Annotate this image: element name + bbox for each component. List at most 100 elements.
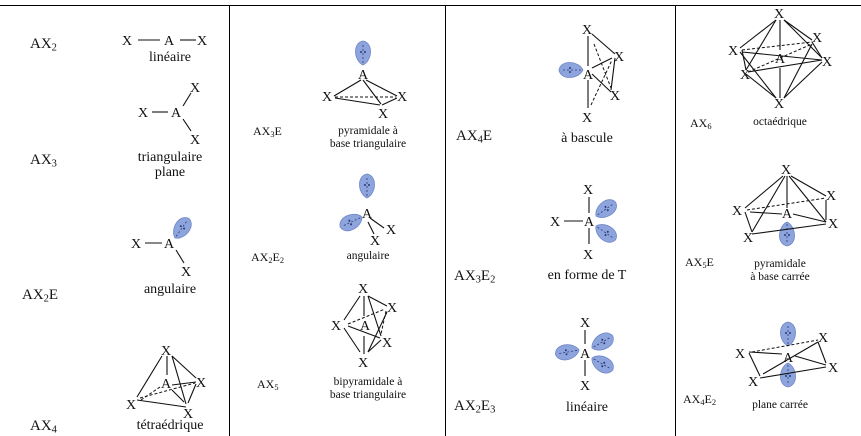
svg-text:X: X (774, 7, 784, 22)
svg-text:X: X (190, 133, 200, 148)
svg-text:A: A (164, 34, 175, 49)
svg-text:X: X (138, 106, 148, 121)
svg-text:X: X (161, 344, 171, 359)
svg-text:A: A (580, 347, 591, 362)
svg-text:X: X (583, 248, 593, 263)
svg-text:A: A (358, 68, 369, 83)
svg-text:X: X (743, 231, 753, 246)
svg-text:X: X (748, 375, 758, 390)
column-divider-3 (675, 5, 676, 436)
geometry-name-ax2e3: linéaire (566, 400, 608, 415)
svg-text:X: X (580, 379, 590, 394)
svg-text:A: A (164, 237, 175, 252)
svg-text:X: X (131, 237, 141, 252)
svg-text:X: X (386, 223, 396, 238)
molecule-ax6: X A X X X X X (728, 7, 832, 112)
svg-text:A: A (782, 207, 793, 222)
table-top-border (0, 5, 861, 6)
svg-text:X: X (580, 316, 590, 331)
formula-ax3e: AX3E (253, 124, 282, 140)
geometry-name-ax5e: pyramidale à base carrée (750, 258, 810, 283)
svg-text:X: X (583, 183, 593, 198)
svg-text:X: X (828, 361, 838, 376)
molecule-ax2: X A X (122, 34, 207, 49)
svg-text:X: X (732, 204, 742, 219)
svg-text:A: A (775, 52, 786, 67)
molecule-ax4e2: A X X X X (735, 321, 838, 390)
svg-text:A: A (783, 351, 794, 366)
column-divider-2 (445, 5, 446, 436)
svg-text:X: X (550, 215, 560, 230)
molecule-ax3: X A X X (138, 81, 200, 148)
svg-text:X: X (728, 44, 738, 59)
molecule-ax3e: A X X X (322, 40, 407, 122)
formula-ax3e2: AX3E2 (454, 268, 496, 286)
svg-text:X: X (610, 89, 620, 104)
svg-text:X: X (828, 217, 838, 232)
svg-text:X: X (781, 163, 791, 178)
geometry-name-ax2: linéaire (149, 50, 191, 65)
svg-text:X: X (322, 90, 332, 105)
formula-ax2e3: AX2E3 (454, 398, 496, 416)
svg-text:X: X (826, 189, 836, 204)
formula-ax4e: AX4E (456, 128, 493, 146)
formula-ax2e2: AX2E2 (251, 250, 285, 266)
svg-text:X: X (183, 407, 193, 422)
svg-text:X: X (818, 331, 828, 346)
formula-ax4e2: AX4E2 (683, 392, 717, 408)
svg-text:X: X (822, 55, 832, 70)
svg-text:X: X (358, 282, 368, 297)
svg-text:A: A (171, 106, 182, 121)
formula-ax3: AX3 (30, 152, 57, 170)
molecule-ax3e2: X A X X (550, 183, 621, 263)
svg-text:X: X (378, 107, 388, 122)
svg-text:X: X (740, 68, 750, 83)
formula-ax2: AX2 (30, 36, 57, 54)
geometry-name-ax3: triangulaire plane (137, 150, 203, 180)
svg-text:X: X (181, 265, 191, 280)
svg-text:X: X (387, 301, 397, 316)
svg-text:A: A (362, 207, 373, 222)
molecule-ax2e: X A X (131, 213, 196, 280)
svg-text:A: A (360, 319, 371, 334)
svg-text:X: X (397, 90, 407, 105)
svg-text:X: X (382, 336, 392, 351)
svg-text:X: X (370, 234, 380, 249)
svg-text:X: X (196, 376, 206, 391)
formula-ax4: AX4 (30, 418, 57, 436)
geometry-name-ax2e: angulaire (143, 282, 197, 297)
geometry-name-ax5: bipyramidale à base triangulaire (329, 376, 407, 401)
svg-text:A: A (161, 377, 172, 392)
formula-ax5e: AX5E (685, 255, 714, 271)
molecule-ax2e3: X A X (553, 316, 618, 394)
column-divider-1 (229, 5, 230, 436)
molecule-ax4: X A X X X (126, 344, 206, 422)
molecule-ax4e: X A X X X (558, 23, 624, 126)
geometry-name-ax6: octaédrique (753, 116, 807, 128)
geometry-name-ax4e: à bascule (561, 131, 613, 146)
svg-text:X: X (197, 34, 207, 49)
svg-text:X: X (735, 347, 745, 362)
geometry-name-ax3e2: en forme de T (547, 268, 627, 283)
svg-text:X: X (122, 34, 132, 49)
geometry-name-ax4e2: plane carrée (752, 399, 808, 411)
svg-text:X: X (812, 31, 822, 46)
svg-text:X: X (614, 50, 624, 65)
svg-text:X: X (126, 398, 136, 413)
svg-text:X: X (331, 319, 341, 334)
formula-ax2e: AX2E (22, 287, 59, 305)
svg-text:X: X (774, 97, 784, 112)
molecule-ax5e: X A X X X X (732, 163, 838, 247)
svg-text:A: A (583, 68, 594, 83)
formula-ax6: AX6 (690, 116, 712, 132)
svg-text:X: X (582, 23, 592, 38)
geometry-name-ax4: tétraédrique (136, 418, 204, 433)
molecule-ax5: X A X X X X (331, 282, 397, 371)
svg-text:X: X (190, 81, 200, 96)
geometry-name-ax3e: pyramidale à base triangulaire (329, 125, 407, 150)
geometry-name-ax2e2: angulaire (346, 250, 390, 262)
formula-ax5: AX5 (257, 377, 279, 393)
svg-text:X: X (358, 356, 368, 371)
